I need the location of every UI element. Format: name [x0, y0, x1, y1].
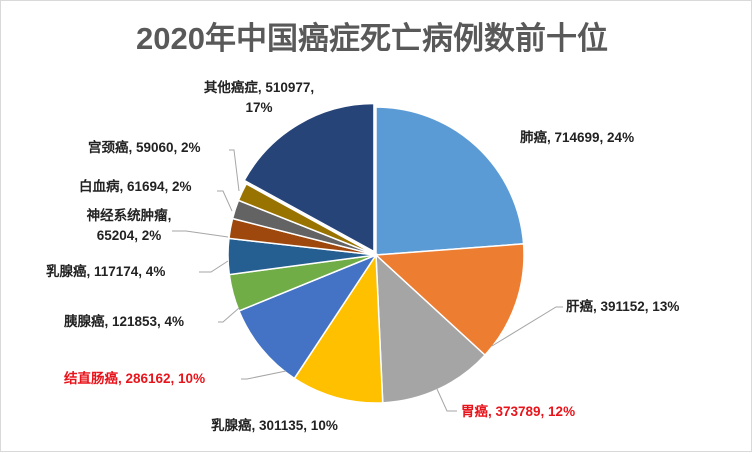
data-label-7: 乳腺癌, 117174, 4% [46, 263, 165, 279]
slices-group [227, 102, 525, 404]
data-label-6: 胰腺癌, 121853, 4% [64, 313, 184, 329]
data-label-1: 肺癌, 714699, 24% [520, 129, 634, 145]
leader-line-3 [436, 388, 457, 412]
data-label-3: 胃癌, 373789, 12% [461, 403, 575, 419]
slice-11 [243, 102, 375, 253]
leader-line-6 [218, 307, 240, 323]
data-label-2: 肝癌, 391152, 13% [566, 298, 679, 314]
leader-line-7 [199, 260, 229, 273]
chart-title: 2020年中国癌症死亡病例数前十位 [136, 21, 608, 56]
slice-1 [375, 106, 525, 256]
data-label-11: 其他癌症, 510977, 17% [204, 79, 314, 115]
slice-5 [237, 253, 378, 380]
data-label-5: 结直肠癌, 286162, 10% [64, 370, 205, 386]
slice-2 [374, 243, 525, 357]
leader-line-10 [229, 149, 240, 192]
slice-3 [375, 253, 487, 404]
leader-line-5 [241, 370, 287, 380]
data-label-9: 白血病, 61694, 2% [79, 178, 192, 194]
leader-line-2 [491, 306, 563, 347]
slice-10 [237, 182, 377, 256]
leader-line-8 [172, 230, 229, 238]
slice-4 [293, 252, 384, 404]
leader-lines-group [172, 149, 563, 412]
data-label-10: 宫颈癌, 59060, 2% [88, 139, 201, 155]
data-label-8: 神经系统肿瘤, 65204, 2% [87, 207, 172, 243]
data-label-4: 乳腺癌, 301135, 10% [211, 417, 338, 433]
leader-line-9 [217, 190, 233, 212]
data-labels-group: 肺癌, 714699, 24% 肝癌, 391152, 13% 胃癌, 373789… [46, 79, 679, 433]
